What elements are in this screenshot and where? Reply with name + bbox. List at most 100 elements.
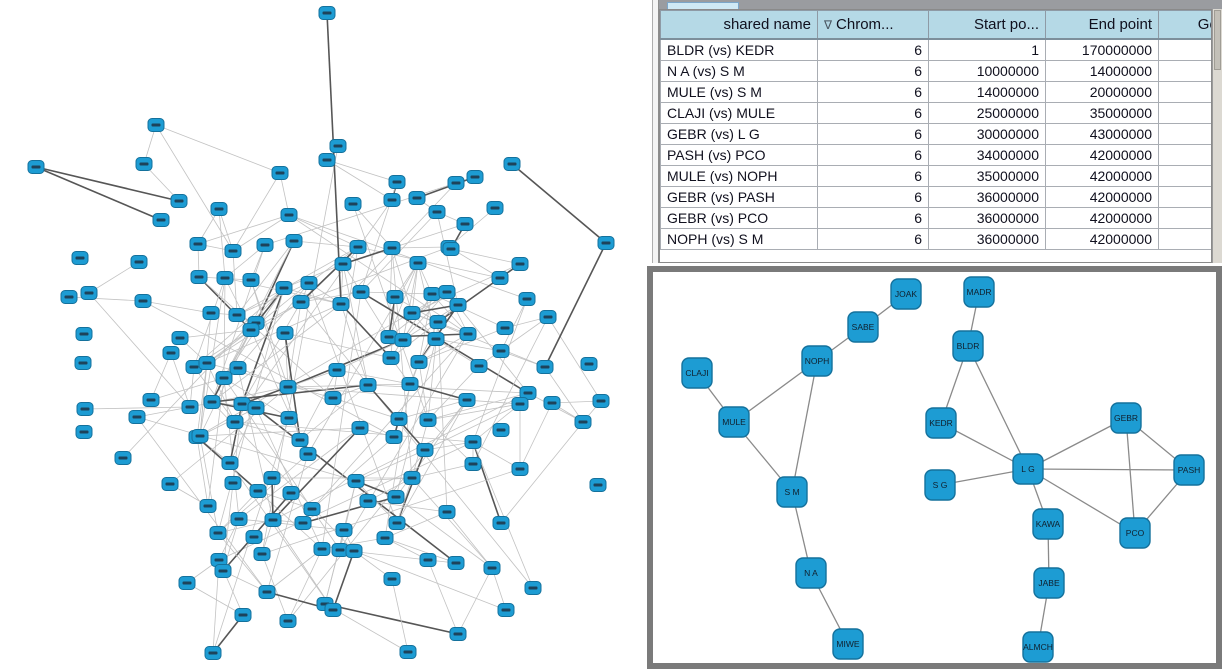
network-node[interactable]	[464, 435, 482, 449]
network-node[interactable]	[387, 490, 405, 504]
network-node[interactable]	[80, 286, 98, 300]
network-edge[interactable]	[287, 339, 404, 388]
network-edge[interactable]	[238, 427, 361, 520]
network-edge[interactable]	[478, 316, 549, 367]
table-cell[interactable]: 42000000	[1045, 186, 1159, 208]
network-edge[interactable]	[427, 392, 529, 421]
network-node[interactable]	[245, 530, 263, 544]
network-node[interactable]	[324, 603, 342, 617]
network-edge[interactable]	[186, 582, 244, 616]
network-node-bldr[interactable]: BLDR	[952, 330, 984, 362]
network-edge[interactable]	[1027, 468, 1136, 534]
network-edge[interactable]	[472, 441, 502, 524]
network-edge[interactable]	[427, 419, 474, 465]
table-scrollbar[interactable]	[1212, 9, 1222, 263]
network-edge[interactable]	[355, 449, 426, 482]
network-node[interactable]	[394, 333, 412, 347]
network-edge[interactable]	[35, 166, 180, 202]
table-cell[interactable]: MULE (vs) S M	[660, 81, 818, 103]
network-node[interactable]	[496, 321, 514, 335]
table-cell[interactable]: 10000000	[928, 60, 1046, 82]
network-edge[interactable]	[293, 240, 359, 248]
network-node[interactable]	[376, 531, 394, 545]
network-edge[interactable]	[234, 421, 301, 441]
table-cell[interactable]: 35000000	[928, 165, 1046, 187]
filtered-network-graph[interactable]: JOAK MADR SABE BLDR NOPH CLAJI MULE KEDR GEBR L G…	[653, 272, 1216, 663]
network-edge[interactable]	[266, 453, 309, 593]
table-cell[interactable]: 36000000	[928, 186, 1046, 208]
network-node[interactable]	[280, 208, 298, 222]
table-cell[interactable]: 30000000	[928, 123, 1046, 145]
network-node[interactable]	[242, 273, 260, 287]
network-edge[interactable]	[196, 436, 209, 507]
table-cell[interactable]: 14000000	[1045, 60, 1159, 82]
network-node[interactable]	[403, 306, 421, 320]
network-node[interactable]	[486, 201, 504, 215]
network-node[interactable]	[592, 394, 610, 408]
network-edge[interactable]	[398, 399, 468, 420]
network-node[interactable]	[388, 516, 406, 530]
network-node[interactable]	[271, 166, 289, 180]
network-edge[interactable]	[411, 463, 474, 479]
network-edge[interactable]	[234, 199, 393, 423]
network-edge[interactable]	[411, 262, 419, 314]
network-node-pash[interactable]: PASH	[1173, 454, 1205, 486]
table-cell[interactable]: 14000000	[928, 81, 1046, 103]
network-node-kedr[interactable]: KEDR	[925, 407, 957, 439]
table-cell[interactable]: 6	[817, 60, 929, 82]
network-node[interactable]	[221, 456, 239, 470]
network-edge[interactable]	[411, 477, 493, 569]
network-edge[interactable]	[332, 550, 355, 611]
table-cell[interactable]: 170000000	[1045, 38, 1159, 61]
network-node[interactable]	[152, 213, 170, 227]
network-edge[interactable]	[261, 145, 339, 555]
network-edge[interactable]	[179, 329, 252, 339]
network-edge[interactable]	[342, 263, 369, 386]
network-node[interactable]	[285, 234, 303, 248]
network-node[interactable]	[408, 191, 426, 205]
network-node[interactable]	[303, 502, 321, 516]
network-edge[interactable]	[238, 518, 345, 531]
network-node[interactable]	[253, 547, 271, 561]
network-edge[interactable]	[217, 519, 274, 534]
network-edge[interactable]	[1027, 468, 1190, 471]
network-node[interactable]	[438, 285, 456, 299]
main-network-view-panel[interactable]	[0, 0, 652, 669]
network-node[interactable]	[331, 543, 349, 557]
network-node[interactable]	[447, 556, 465, 570]
network-edge[interactable]	[967, 345, 1029, 470]
network-node[interactable]	[497, 603, 515, 617]
network-node[interactable]	[427, 332, 445, 346]
table-row[interactable]: GEBR (vs) PASH636000000420000008.9	[660, 186, 1211, 208]
network-node[interactable]	[76, 402, 94, 416]
table-cell[interactable]: 6	[817, 228, 929, 250]
network-edge[interactable]	[395, 496, 493, 569]
filtered-network-panel[interactable]: JOAK MADR SABE BLDR NOPH CLAJI MULE KEDR GEBR L G…	[647, 266, 1222, 669]
table-cell[interactable]: 36000000	[928, 228, 1046, 250]
network-node[interactable]	[300, 276, 318, 290]
network-node[interactable]	[410, 355, 428, 369]
network-node-pco[interactable]: PCO	[1119, 517, 1151, 549]
network-edge[interactable]	[229, 462, 334, 611]
network-node[interactable]	[459, 327, 477, 341]
table-cell[interactable]: NOPH (vs) S M	[660, 228, 818, 250]
network-edge[interactable]	[266, 548, 323, 593]
network-edge[interactable]	[241, 301, 302, 405]
network-node[interactable]	[347, 474, 365, 488]
network-edge[interactable]	[360, 291, 390, 338]
network-edge[interactable]	[472, 403, 521, 443]
network-node[interactable]	[511, 257, 529, 271]
table-scrollbar-thumb[interactable]	[1214, 10, 1221, 70]
table-cell[interactable]: 8.4	[1158, 207, 1211, 229]
network-node[interactable]	[386, 290, 404, 304]
network-edge[interactable]	[217, 532, 268, 593]
network-node[interactable]	[335, 523, 353, 537]
network-edge[interactable]	[206, 303, 342, 364]
network-node[interactable]	[263, 471, 281, 485]
network-edge[interactable]	[35, 166, 162, 221]
network-edge[interactable]	[197, 214, 290, 245]
network-edge[interactable]	[427, 365, 480, 421]
table-cell[interactable]: 42000000	[1045, 144, 1159, 166]
network-node[interactable]	[442, 242, 460, 256]
network-node[interactable]	[492, 423, 510, 437]
